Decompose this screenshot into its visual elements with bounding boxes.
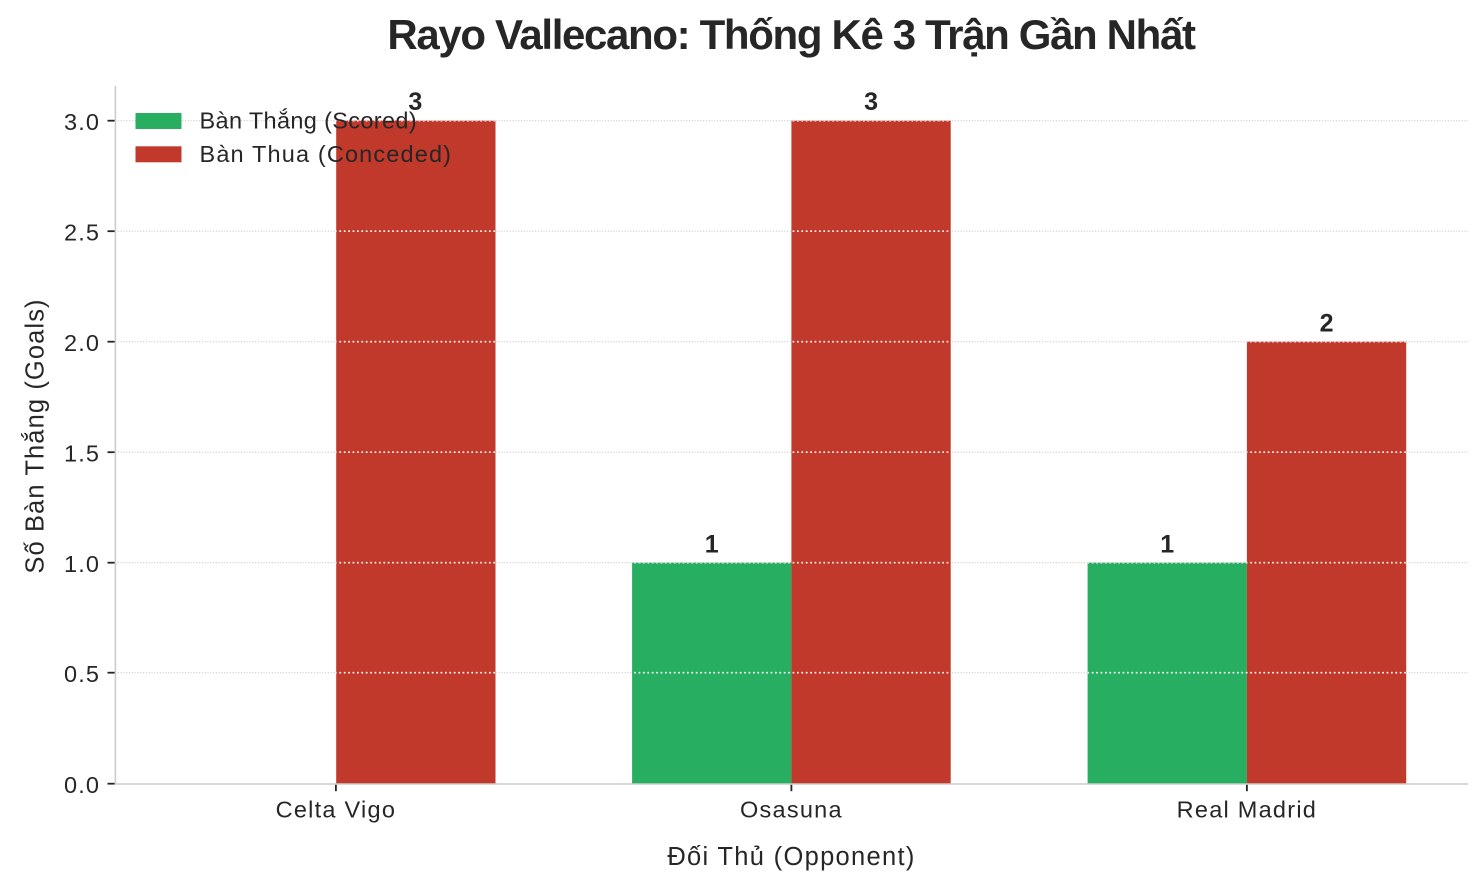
svg-text:Osasuna: Osasuna: [740, 796, 843, 822]
svg-text:1.5: 1.5: [64, 441, 100, 467]
svg-text:2.5: 2.5: [64, 220, 100, 246]
svg-text:3: 3: [408, 88, 422, 116]
svg-text:Bàn Thắng (Scored): Bàn Thắng (Scored): [200, 108, 418, 134]
svg-text:2.0: 2.0: [64, 330, 100, 356]
svg-text:1: 1: [1160, 530, 1174, 558]
svg-text:0.0: 0.0: [64, 772, 100, 798]
svg-text:Bàn Thua (Conceded): Bàn Thua (Conceded): [200, 141, 453, 167]
svg-text:1.0: 1.0: [64, 551, 100, 577]
svg-text:Celta Vigo: Celta Vigo: [276, 796, 397, 822]
svg-text:3.0: 3.0: [64, 109, 100, 135]
svg-text:1: 1: [705, 530, 719, 558]
svg-text:2: 2: [1320, 309, 1334, 337]
svg-text:Real Madrid: Real Madrid: [1177, 796, 1317, 822]
svg-text:Đối Thủ (Opponent): Đối Thủ (Opponent): [667, 843, 915, 871]
svg-text:3: 3: [864, 88, 878, 116]
svg-text:Rayo Vallecano: Thống Kê 3 Trậ: Rayo Vallecano: Thống Kê 3 Trận Gần Nhất: [387, 11, 1196, 58]
svg-text:Số Bàn Thắng (Goals): Số Bàn Thắng (Goals): [21, 298, 50, 573]
svg-text:0.5: 0.5: [64, 661, 100, 687]
